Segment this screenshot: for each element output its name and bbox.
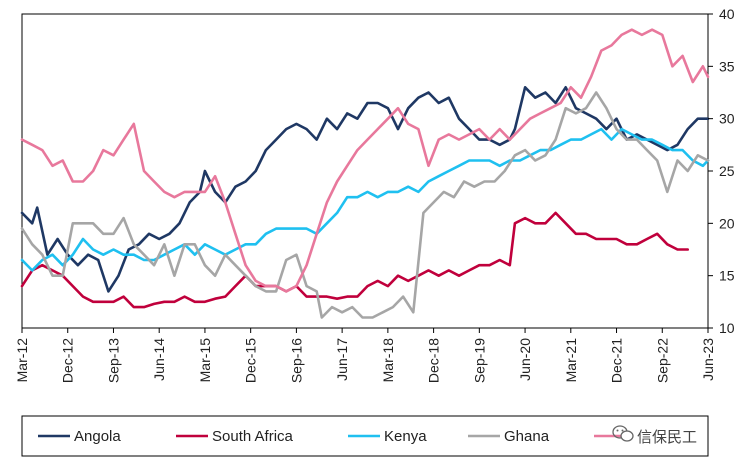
series-line-angola [20, 86, 710, 293]
y-tick-label: 20 [719, 215, 735, 231]
y-tick-label: 35 [719, 58, 735, 74]
plot-area [21, 13, 709, 329]
x-tick-label: Jun-14 [151, 338, 167, 381]
watermark-text: 信保民工 [637, 428, 697, 446]
x-tick-label: Dec-15 [243, 338, 259, 383]
series-line-kenya [20, 127, 710, 272]
wechat-icon [612, 425, 634, 442]
x-tick-label: Mar-15 [197, 338, 213, 383]
x-tick-label: Sep-19 [471, 338, 487, 383]
legend-label: Angola [74, 428, 121, 445]
x-tick-label: Sep-13 [105, 338, 121, 383]
x-tick-label: Jun-17 [334, 338, 350, 381]
x-tick-label: Mar-12 [14, 338, 30, 383]
legend-label: Kenya [384, 428, 427, 445]
x-tick-label: Dec-21 [609, 338, 625, 383]
x-axis: Mar-12 Dec-12 Sep-13 Jun-14 Mar-15 Dec-15 Sep-… [14, 328, 716, 383]
x-tick-label: Mar-18 [380, 338, 396, 383]
x-tick-label: Dec-18 [426, 338, 442, 383]
series-line-south-africa [20, 211, 689, 309]
series-lines [20, 28, 710, 319]
series-line-zambia [20, 28, 710, 293]
x-tick-label: Jun-23 [700, 338, 716, 381]
x-tick-label: Dec-12 [60, 338, 76, 383]
watermark: 信保民工 [612, 425, 697, 446]
plot-border [21, 13, 709, 329]
x-tick-label: Sep-16 [288, 338, 304, 383]
y-tick-label: 10 [719, 320, 735, 336]
legend-label: Ghana [504, 428, 550, 445]
legend-label: South Africa [212, 428, 294, 445]
y-tick-label: 30 [719, 111, 735, 127]
x-tick-label: Sep-22 [654, 338, 670, 383]
y-tick-label: 25 [719, 163, 735, 179]
series-line-ghana [20, 91, 710, 319]
y-axis: 10 15 20 25 30 35 40 [708, 6, 735, 336]
x-tick-label: Mar-21 [563, 338, 579, 383]
x-tick-label: Jun-20 [517, 338, 533, 381]
y-tick-label: 40 [719, 6, 735, 22]
y-tick-label: 15 [719, 268, 735, 284]
legend: Angola South Africa Kenya Ghana [21, 415, 709, 457]
